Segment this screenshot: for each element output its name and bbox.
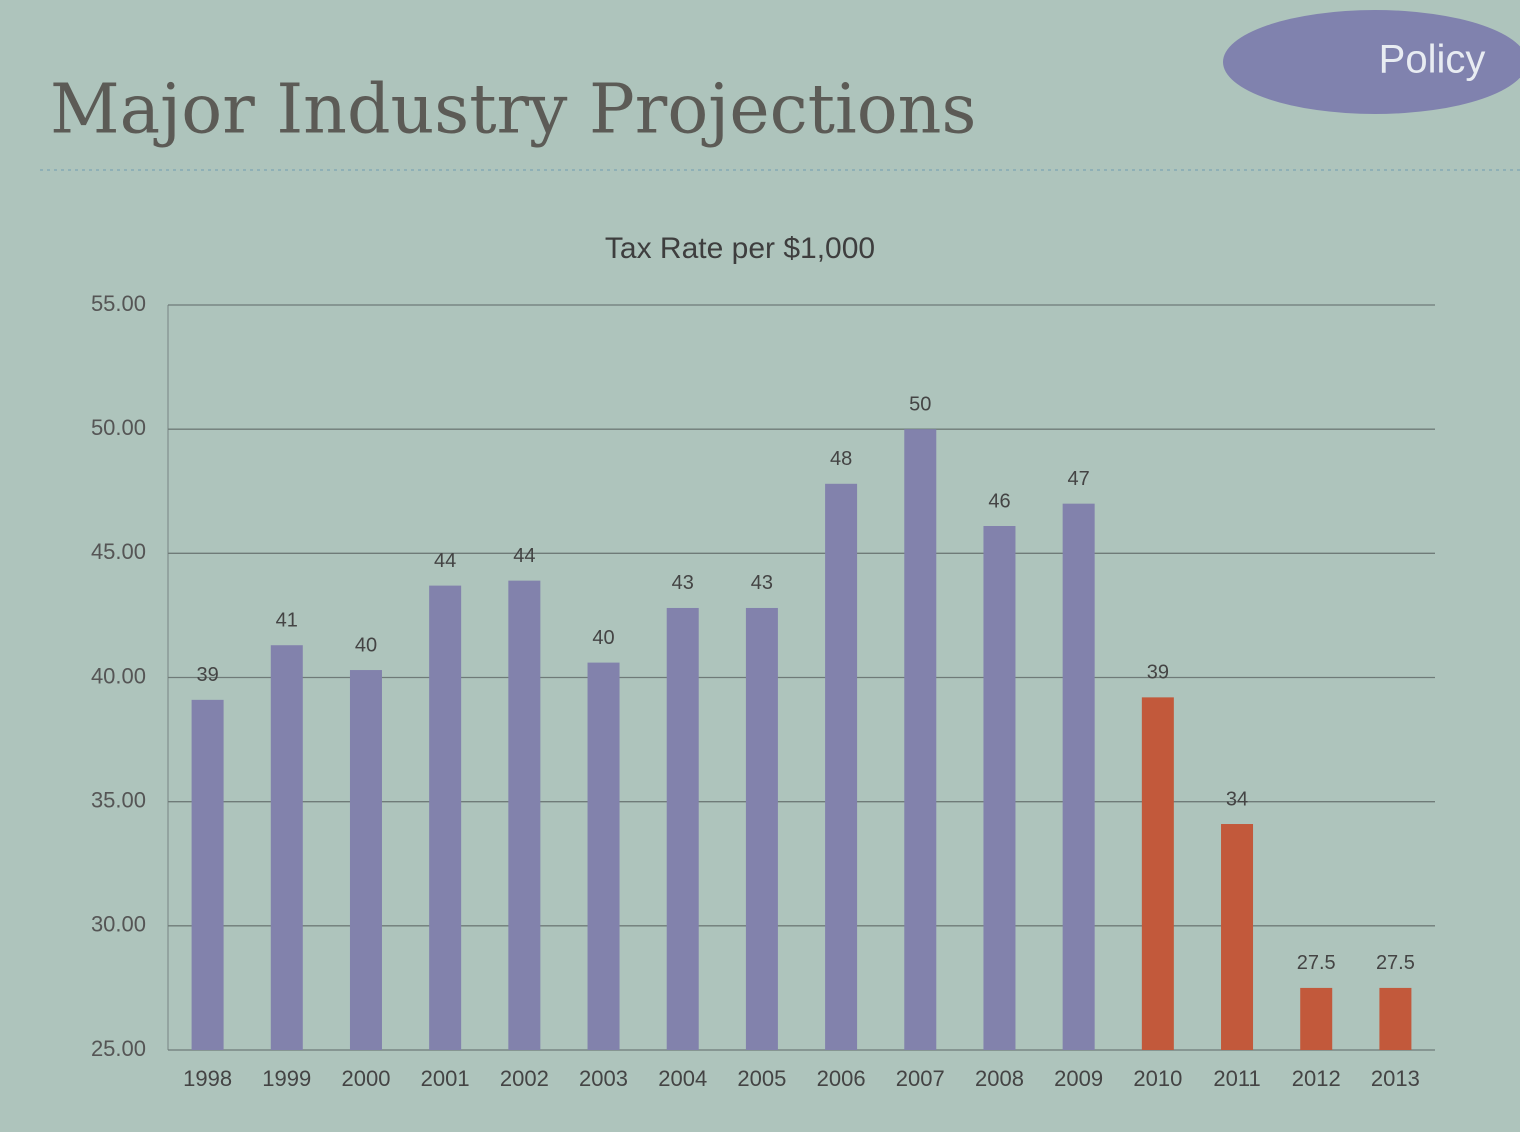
y-tick-label: 55.00 bbox=[91, 291, 146, 316]
bar bbox=[666, 607, 699, 1050]
slide-title: Major Industry Projections bbox=[50, 71, 976, 150]
data-label: 39 bbox=[196, 664, 218, 686]
data-label: 44 bbox=[513, 545, 535, 567]
bar bbox=[1062, 503, 1095, 1051]
x-tick-label: 2005 bbox=[737, 1066, 786, 1091]
x-tick-label: 2011 bbox=[1213, 1066, 1260, 1091]
x-tick-label: 2008 bbox=[975, 1066, 1024, 1091]
x-tick-label: 2006 bbox=[817, 1066, 866, 1091]
y-tick-label: 35.00 bbox=[91, 787, 146, 812]
data-label: 41 bbox=[276, 609, 298, 631]
y-tick-label: 40.00 bbox=[91, 663, 146, 688]
data-label: 27.5 bbox=[1376, 952, 1415, 974]
x-tick-label: 2007 bbox=[896, 1066, 945, 1091]
bar bbox=[191, 699, 224, 1050]
x-tick-label: 1999 bbox=[262, 1066, 311, 1091]
y-tick-label: 50.00 bbox=[91, 415, 146, 440]
chart-title: Tax Rate per $1,000 bbox=[605, 232, 875, 265]
bar bbox=[904, 429, 937, 1051]
data-label: 43 bbox=[751, 572, 773, 594]
x-tick-label: 1998 bbox=[183, 1066, 232, 1091]
bar bbox=[1379, 987, 1412, 1050]
bar bbox=[429, 585, 462, 1050]
data-label: 43 bbox=[672, 572, 694, 594]
data-label: 46 bbox=[988, 490, 1010, 512]
bar bbox=[270, 645, 303, 1050]
bar bbox=[349, 670, 382, 1050]
x-tick-label: 2009 bbox=[1054, 1066, 1103, 1091]
bar bbox=[825, 483, 858, 1050]
x-tick-label: 2000 bbox=[341, 1066, 390, 1091]
bar bbox=[1300, 987, 1333, 1050]
bar bbox=[745, 607, 778, 1050]
bar bbox=[587, 662, 620, 1050]
y-tick-label: 30.00 bbox=[91, 912, 146, 937]
badge-shape bbox=[1223, 10, 1520, 114]
x-tick-label: 2013 bbox=[1371, 1066, 1420, 1091]
data-label: 47 bbox=[1068, 468, 1090, 490]
x-tick-label: 2001 bbox=[421, 1066, 470, 1091]
x-tick-label: 2003 bbox=[579, 1066, 628, 1091]
data-label: 27.5 bbox=[1297, 952, 1336, 974]
data-label: 40 bbox=[592, 627, 614, 649]
data-label: 48 bbox=[830, 448, 852, 470]
bar bbox=[1141, 697, 1174, 1050]
bar bbox=[1221, 824, 1254, 1050]
data-label: 39 bbox=[1147, 662, 1169, 684]
bar bbox=[983, 526, 1016, 1050]
y-tick-label: 25.00 bbox=[91, 1036, 146, 1061]
data-label: 44 bbox=[434, 550, 456, 572]
bar bbox=[508, 580, 541, 1050]
data-label: 50 bbox=[909, 393, 931, 415]
x-tick-label: 2004 bbox=[658, 1066, 707, 1091]
data-label: 40 bbox=[355, 634, 377, 656]
x-tick-label: 2010 bbox=[1133, 1066, 1182, 1091]
badge-label: Policy bbox=[1379, 38, 1486, 82]
y-tick-label: 45.00 bbox=[91, 539, 146, 564]
x-tick-label: 2012 bbox=[1292, 1066, 1341, 1091]
x-tick-label: 2002 bbox=[500, 1066, 549, 1091]
data-label: 34 bbox=[1226, 788, 1248, 810]
